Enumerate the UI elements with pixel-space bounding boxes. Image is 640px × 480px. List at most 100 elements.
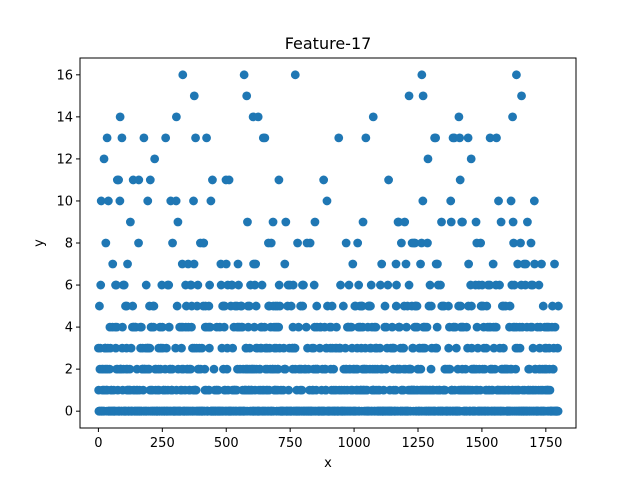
data-point <box>379 385 389 395</box>
data-point <box>528 280 538 290</box>
data-point <box>391 301 401 311</box>
data-point <box>280 259 290 269</box>
data-point <box>150 154 160 164</box>
data-point <box>309 280 319 290</box>
data-point <box>117 133 127 143</box>
data-point <box>242 91 252 101</box>
data-point <box>189 196 198 206</box>
data-point <box>221 259 231 269</box>
data-point <box>423 238 432 248</box>
data-point <box>467 301 476 311</box>
data-point <box>187 322 196 332</box>
data-point <box>496 217 506 227</box>
data-point <box>96 196 106 206</box>
data-point <box>286 301 296 311</box>
data-point <box>319 175 329 185</box>
data-point <box>237 301 246 311</box>
data-point <box>309 343 319 353</box>
x-tick-label: 500 <box>214 436 239 451</box>
data-point <box>192 301 202 311</box>
data-point <box>144 364 154 374</box>
data-point <box>227 280 237 290</box>
data-point <box>371 322 381 332</box>
data-point <box>361 133 371 143</box>
data-point <box>432 322 442 332</box>
y-tick-label: 6 <box>65 279 73 294</box>
data-point <box>368 112 378 122</box>
data-point <box>545 385 555 395</box>
data-point <box>186 364 196 374</box>
data-point <box>523 217 532 227</box>
data-points <box>94 70 563 416</box>
data-point <box>410 238 420 248</box>
data-point <box>340 343 350 353</box>
data-point <box>422 322 432 332</box>
data-point <box>216 280 226 290</box>
data-point <box>105 364 115 374</box>
data-point <box>425 280 435 290</box>
data-point <box>473 343 483 353</box>
data-point <box>136 322 146 332</box>
data-point <box>114 175 124 185</box>
data-point <box>445 364 455 374</box>
data-point <box>508 217 518 227</box>
data-point <box>498 343 508 353</box>
data-point <box>517 91 526 101</box>
data-point <box>193 280 203 290</box>
data-point <box>268 217 278 227</box>
data-point <box>245 343 255 353</box>
data-point <box>509 238 519 248</box>
data-point <box>305 238 315 248</box>
data-point <box>245 301 254 311</box>
data-point <box>206 196 216 206</box>
data-point <box>213 385 223 395</box>
data-point <box>394 217 403 227</box>
data-point <box>186 280 196 290</box>
data-point <box>134 238 143 248</box>
data-point <box>96 280 106 290</box>
data-point <box>418 196 428 206</box>
data-point <box>358 217 368 227</box>
data-point <box>299 280 308 290</box>
data-point <box>534 280 544 290</box>
data-point <box>334 133 344 143</box>
data-point <box>412 301 422 311</box>
data-point <box>141 280 151 290</box>
x-tick-label: 1750 <box>529 436 562 451</box>
data-point <box>550 259 559 269</box>
data-point <box>228 343 238 353</box>
data-point <box>513 259 523 269</box>
data-point <box>243 322 253 332</box>
data-point <box>553 301 563 311</box>
data-point <box>408 343 418 353</box>
data-point <box>288 280 298 290</box>
data-point <box>455 175 465 185</box>
data-point <box>553 406 563 416</box>
data-point <box>273 364 283 374</box>
data-point <box>134 175 144 185</box>
y-tick-label: 2 <box>65 363 73 378</box>
data-point <box>396 238 406 248</box>
data-point <box>197 343 207 353</box>
y-tick-label: 12 <box>56 152 73 167</box>
data-point <box>401 259 411 269</box>
data-point <box>202 133 211 143</box>
data-point <box>353 238 363 248</box>
data-point <box>505 301 515 311</box>
data-point <box>482 301 492 311</box>
data-point <box>548 364 558 374</box>
data-point <box>284 385 294 395</box>
data-point <box>312 301 322 311</box>
data-point <box>376 280 385 290</box>
data-point <box>220 301 230 311</box>
y-tick-label: 14 <box>56 110 73 125</box>
data-point <box>538 301 548 311</box>
data-point <box>128 301 138 311</box>
data-point <box>199 238 209 248</box>
data-point <box>108 259 118 269</box>
data-point <box>377 259 387 269</box>
data-point <box>234 280 243 290</box>
data-point <box>171 196 181 206</box>
data-point <box>395 322 404 332</box>
